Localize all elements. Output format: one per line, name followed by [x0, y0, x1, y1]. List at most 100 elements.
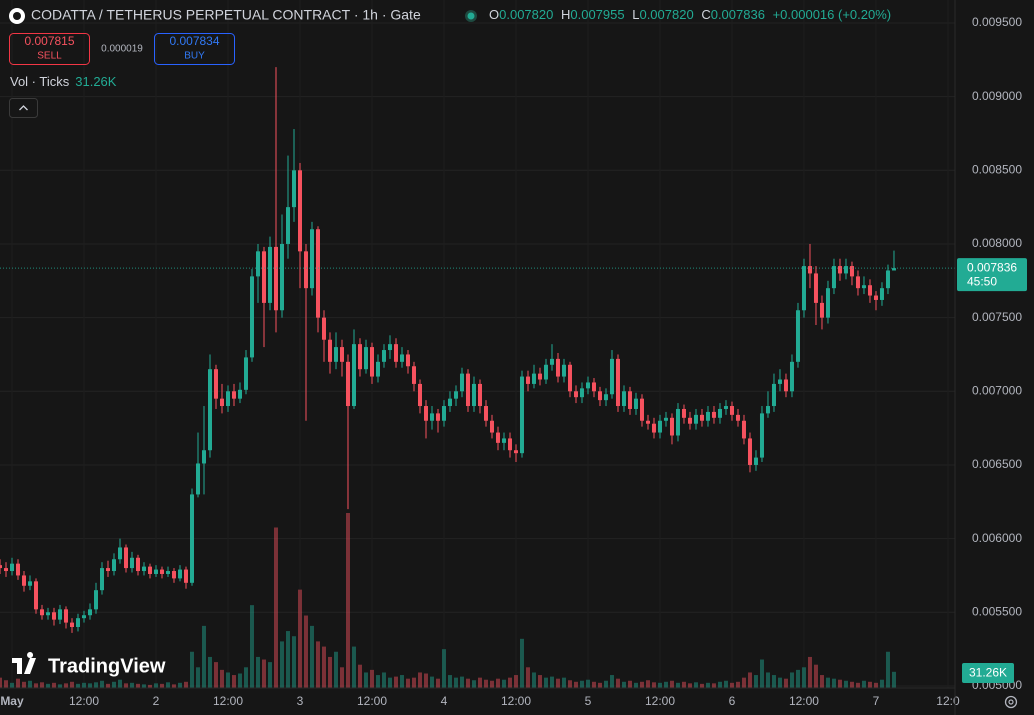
- settings-icon-center[interactable]: [1008, 699, 1014, 705]
- volume-bar: [369, 669, 374, 688]
- candle-body: [519, 376, 524, 454]
- volume-bar: [849, 681, 854, 688]
- candle-body: [765, 406, 770, 414]
- candle-body: [147, 566, 152, 574]
- candle-body: [669, 417, 674, 436]
- candle-body: [693, 414, 698, 424]
- y-tick-label: 0.006000: [972, 531, 1022, 545]
- candle-body: [819, 302, 824, 318]
- candle-body: [165, 571, 170, 574]
- candle-body: [255, 251, 260, 277]
- volume-name: Vol · Ticks: [10, 74, 70, 89]
- candle-body: [81, 615, 86, 619]
- candle-body: [285, 207, 290, 244]
- candle-body: [351, 344, 356, 407]
- candle-body: [861, 285, 866, 289]
- y-tick-label: 0.009500: [972, 15, 1022, 29]
- candle-body: [219, 398, 224, 407]
- sell-button[interactable]: [9, 33, 90, 65]
- volume-bar: [591, 681, 596, 688]
- candle-body: [387, 344, 392, 351]
- volume-bar: [357, 664, 362, 688]
- candle-body: [243, 357, 248, 390]
- candle-body: [459, 373, 464, 392]
- candle-body: [141, 566, 146, 572]
- candle-body: [759, 413, 764, 458]
- volume-bar: [687, 683, 692, 688]
- candle-body: [735, 414, 740, 421]
- buy-price[interactable]: 0.007834: [169, 34, 219, 48]
- candle-body: [153, 569, 158, 574]
- buy-button[interactable]: [154, 33, 235, 65]
- candle-body: [807, 266, 812, 274]
- collapse-icon[interactable]: [19, 105, 28, 111]
- candle-body: [501, 438, 506, 443]
- last-price-label: 0.007836: [967, 260, 1017, 274]
- candle-body: [567, 364, 572, 392]
- candle-body: [237, 389, 242, 399]
- volume-bar: [15, 678, 20, 688]
- candle-body: [429, 413, 434, 421]
- candle-body: [129, 557, 134, 569]
- volume-bar: [717, 681, 722, 688]
- volume-bar: [21, 681, 26, 688]
- volume-bar: [351, 646, 356, 688]
- volume-bar: [45, 683, 50, 688]
- candle-body: [87, 609, 92, 616]
- volume-bar: [255, 656, 260, 688]
- volume-bar: [39, 682, 44, 688]
- candle-body: [447, 398, 452, 407]
- volume-bar: [501, 679, 506, 688]
- volume-bar: [585, 679, 590, 688]
- volume-bar: [891, 671, 896, 688]
- volume-bar: [207, 656, 212, 688]
- collapse-button[interactable]: [9, 98, 38, 118]
- volume-bar: [603, 680, 608, 688]
- chart-title: CODATTA / TETHERUS PERPETUAL CONTRACT · …: [31, 7, 421, 23]
- x-tick-label: 7: [873, 694, 880, 708]
- ohlc-key: L: [632, 7, 639, 22]
- volume-value: 31.26K: [75, 74, 117, 89]
- volume-bar: [297, 589, 302, 688]
- volume-bar: [729, 682, 734, 688]
- volume-bar: [165, 682, 170, 688]
- volume-bar: [27, 680, 32, 688]
- volume-bar: [525, 667, 530, 688]
- volume-bar: [513, 675, 518, 688]
- ohlc-key: O: [489, 7, 499, 22]
- change: +0.000016 (+0.20%): [773, 7, 892, 22]
- candle-body: [711, 411, 716, 418]
- candle-body: [537, 373, 542, 380]
- x-tick-label: 12:00: [69, 694, 99, 708]
- buy-label[interactable]: BUY: [184, 51, 205, 62]
- volume-bar: [345, 513, 350, 688]
- ohlc-value: 0.007836: [711, 7, 765, 22]
- volume-bar: [411, 677, 416, 688]
- volume-bar: [315, 641, 320, 688]
- volume-bar: [669, 680, 674, 688]
- volume-bar: [195, 667, 200, 688]
- candle-body: [525, 376, 530, 384]
- volume-bar: [597, 682, 602, 688]
- candle-body: [741, 420, 746, 439]
- candle-body: [801, 266, 806, 311]
- volume-bar: [855, 682, 860, 688]
- volume-bar: [555, 678, 560, 688]
- candle-body: [639, 398, 644, 421]
- x-tick-label: 6: [729, 694, 736, 708]
- sell-price[interactable]: 0.007815: [24, 34, 74, 48]
- candle-body: [795, 310, 800, 362]
- last-price-tag: [957, 258, 1027, 292]
- volume-bar: [723, 680, 728, 688]
- settings-icon[interactable]: [1004, 695, 1018, 709]
- sell-label[interactable]: SELL: [37, 51, 62, 62]
- volume-bar: [363, 672, 368, 688]
- brand-name: TradingView: [48, 655, 166, 677]
- candle-body: [105, 568, 110, 572]
- symbol-icon-inner: [13, 12, 21, 20]
- volume-bar: [627, 680, 632, 688]
- volume-bar: [57, 684, 62, 688]
- y-tick-label: 0.007500: [972, 310, 1022, 324]
- volume-bar: [777, 677, 782, 688]
